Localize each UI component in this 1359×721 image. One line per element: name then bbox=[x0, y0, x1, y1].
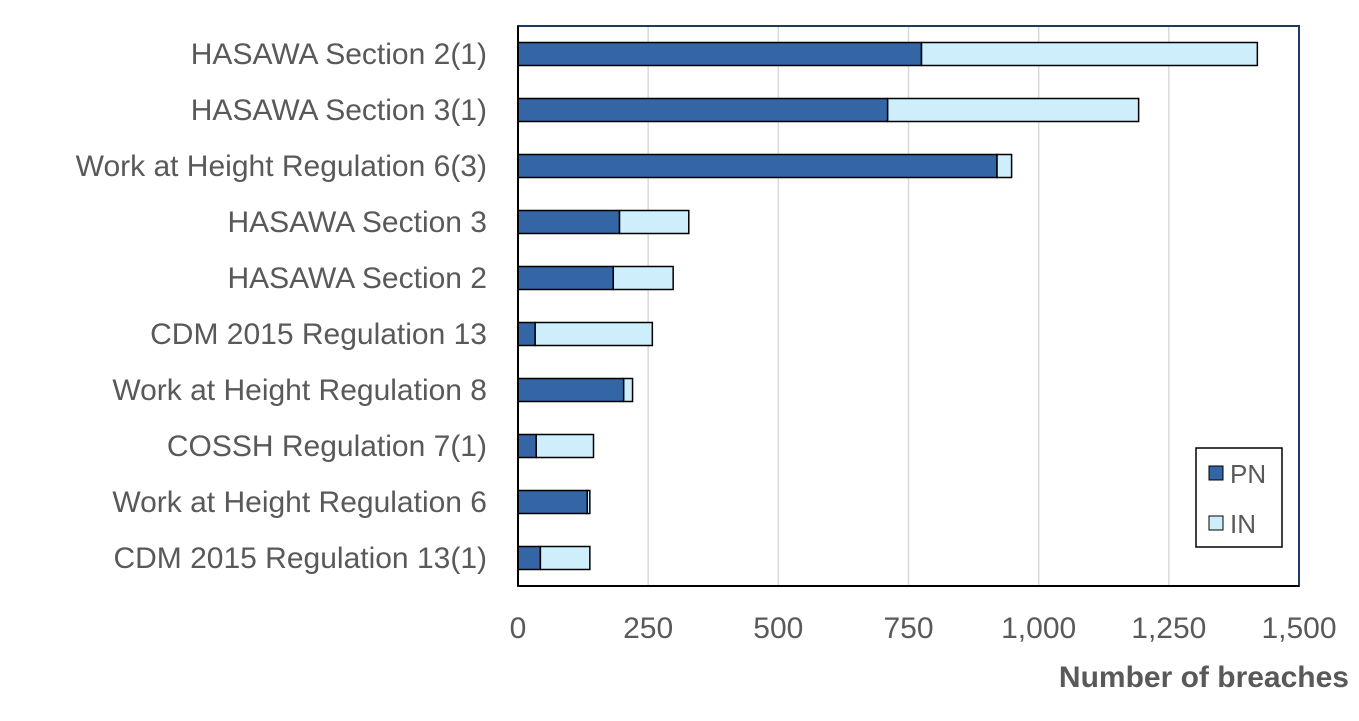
bar-pn bbox=[517, 153, 998, 179]
legend-label-in: IN bbox=[1230, 509, 1256, 539]
x-tick-label: 1,500 bbox=[1261, 612, 1336, 645]
bar-in bbox=[886, 97, 1140, 123]
bar-in bbox=[612, 265, 674, 291]
x-axis-title: Number of breaches bbox=[1059, 661, 1349, 694]
bars bbox=[517, 41, 1259, 571]
bar-pn bbox=[517, 433, 537, 459]
bar-pn bbox=[517, 545, 542, 571]
bar-pn bbox=[517, 209, 621, 235]
bar-in bbox=[920, 41, 1259, 67]
category-labels: HASAWA Section 2(1) HASAWA Section 3(1) Wo… bbox=[76, 38, 487, 575]
x-tick-label: 250 bbox=[623, 612, 673, 645]
legend: PN IN bbox=[1195, 447, 1283, 548]
legend-swatch-in bbox=[1208, 515, 1224, 531]
category-label: Work at Height Regulation 6 bbox=[112, 486, 487, 519]
bar-in bbox=[618, 209, 690, 235]
legend-swatch-pn bbox=[1208, 465, 1224, 481]
x-tick-label: 1,250 bbox=[1131, 612, 1206, 645]
x-tick-labels: 0 250 500 750 1,000 1,250 1,500 bbox=[510, 612, 1337, 645]
legend-label-pn: PN bbox=[1230, 459, 1266, 489]
bar-pn bbox=[517, 489, 588, 515]
category-label: Work at Height Regulation 8 bbox=[112, 374, 487, 407]
category-label: HASAWA Section 3 bbox=[227, 206, 487, 239]
category-label: Work at Height Regulation 6(3) bbox=[76, 150, 487, 183]
bar-in bbox=[539, 545, 591, 571]
bar-pn bbox=[517, 97, 889, 123]
x-tick-label: 750 bbox=[883, 612, 933, 645]
category-label: COSSH Regulation 7(1) bbox=[167, 430, 487, 463]
category-label: CDM 2015 Regulation 13(1) bbox=[113, 542, 487, 575]
category-label: HASAWA Section 2 bbox=[227, 262, 487, 295]
bar-pn bbox=[517, 265, 615, 291]
x-tick-label: 500 bbox=[753, 612, 803, 645]
bar-in bbox=[622, 377, 634, 403]
bar-in bbox=[996, 153, 1013, 179]
bar-in bbox=[535, 433, 595, 459]
x-tick-label: 0 bbox=[510, 612, 527, 645]
category-label: HASAWA Section 2(1) bbox=[191, 38, 487, 71]
plot-frame bbox=[517, 25, 1300, 587]
bar-in bbox=[586, 489, 591, 515]
category-label: CDM 2015 Regulation 13 bbox=[150, 318, 487, 351]
x-tick-label: 1,000 bbox=[1001, 612, 1076, 645]
category-label: HASAWA Section 3(1) bbox=[191, 94, 487, 127]
bar-pn bbox=[517, 41, 923, 67]
bar-in bbox=[534, 321, 654, 347]
bar-pn bbox=[517, 321, 536, 347]
bar-pn bbox=[517, 377, 625, 403]
